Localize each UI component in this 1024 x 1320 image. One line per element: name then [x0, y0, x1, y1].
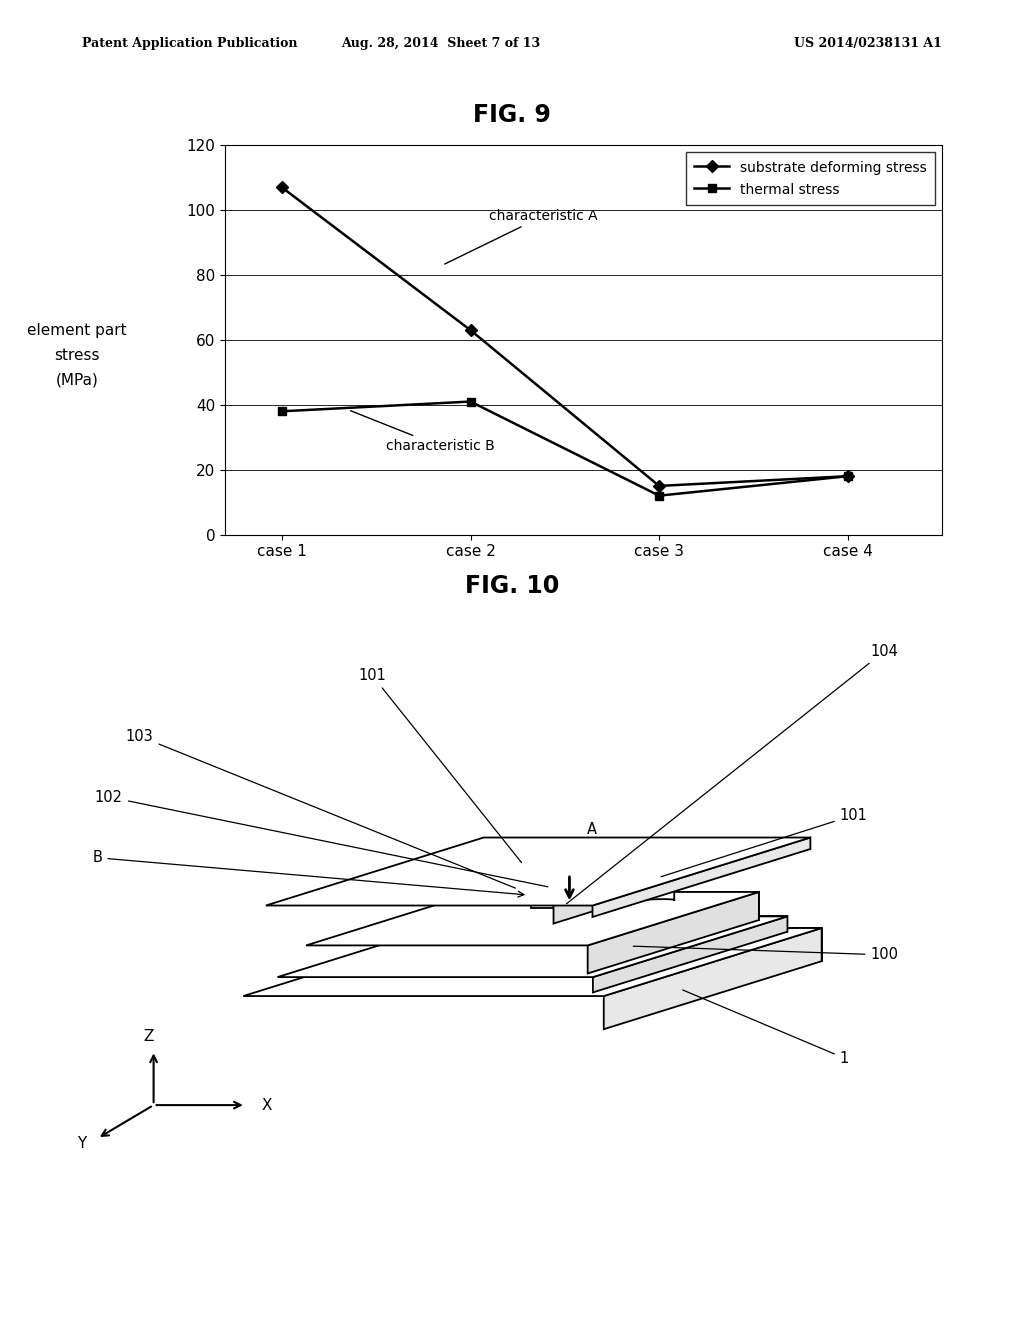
- Text: B: B: [92, 850, 524, 898]
- Polygon shape: [593, 837, 810, 917]
- Polygon shape: [306, 892, 759, 945]
- Text: characteristic A: characteristic A: [444, 209, 598, 264]
- Text: 1: 1: [683, 990, 849, 1065]
- thermal stress: [842, 469, 854, 484]
- Text: stress: stress: [54, 347, 99, 363]
- Polygon shape: [483, 837, 810, 849]
- Polygon shape: [461, 928, 821, 961]
- Text: Aug. 28, 2014  Sheet 7 of 13: Aug. 28, 2014 Sheet 7 of 13: [341, 37, 540, 50]
- substrate deforming stress: [464, 322, 476, 338]
- Text: US 2014/0238131 A1: US 2014/0238131 A1: [795, 37, 942, 50]
- Text: 101: 101: [662, 808, 867, 876]
- Polygon shape: [554, 870, 604, 924]
- Text: 103: 103: [126, 729, 515, 888]
- Polygon shape: [588, 892, 759, 973]
- Text: 104: 104: [566, 644, 898, 904]
- Text: Y: Y: [77, 1135, 87, 1151]
- substrate deforming stress: [842, 469, 854, 484]
- substrate deforming stress: [275, 180, 288, 195]
- Text: 102: 102: [95, 789, 548, 887]
- Text: characteristic B: characteristic B: [350, 411, 495, 453]
- Polygon shape: [643, 863, 675, 900]
- substrate deforming stress: [653, 478, 666, 494]
- Polygon shape: [244, 928, 821, 997]
- Polygon shape: [507, 863, 540, 866]
- Polygon shape: [593, 916, 787, 993]
- Text: 100: 100: [633, 946, 898, 962]
- thermal stress: [464, 393, 476, 409]
- Text: FIG. 10: FIG. 10: [465, 574, 559, 598]
- Text: A: A: [588, 822, 597, 837]
- Text: element part: element part: [27, 322, 127, 338]
- Text: 101: 101: [358, 668, 521, 862]
- Polygon shape: [472, 916, 787, 932]
- Polygon shape: [480, 870, 604, 886]
- Text: FIG. 9: FIG. 9: [473, 103, 551, 127]
- thermal stress: [275, 404, 288, 420]
- Polygon shape: [642, 863, 675, 866]
- Polygon shape: [278, 916, 787, 977]
- Polygon shape: [508, 863, 540, 900]
- Polygon shape: [530, 870, 604, 908]
- Polygon shape: [477, 892, 759, 920]
- Line: substrate deforming stress: substrate deforming stress: [278, 183, 852, 490]
- Polygon shape: [604, 928, 821, 1030]
- Polygon shape: [266, 837, 810, 906]
- Text: Patent Application Publication: Patent Application Publication: [82, 37, 297, 50]
- Line: thermal stress: thermal stress: [278, 397, 852, 500]
- Text: X: X: [261, 1098, 271, 1113]
- Text: Z: Z: [143, 1030, 154, 1044]
- thermal stress: [653, 488, 666, 504]
- Text: (MPa): (MPa): [55, 372, 98, 388]
- Legend: substrate deforming stress, thermal stress: substrate deforming stress, thermal stre…: [686, 152, 935, 206]
